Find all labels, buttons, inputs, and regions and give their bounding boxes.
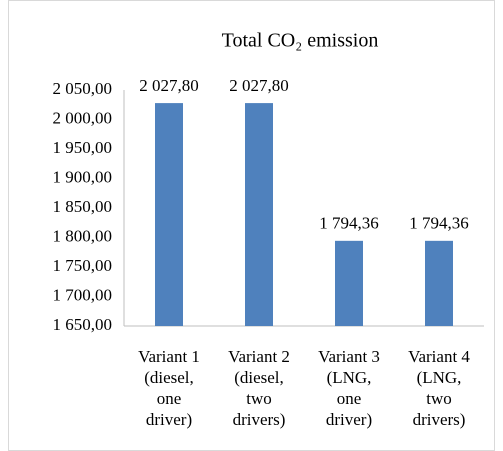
y-tick-label: 1 650,00	[53, 315, 113, 334]
y-tick-label: 2 000,00	[53, 108, 113, 127]
x-tick-label: Variant 3 (LNG, one driver)	[318, 347, 380, 429]
data-label: 2 027,80	[229, 76, 289, 95]
data-label: 2 027,80	[139, 76, 199, 95]
data-label: 1 794,36	[319, 214, 379, 233]
x-tick-label: Variant 2 (diesel, two drivers)	[228, 347, 290, 429]
x-tick-label: Variant 4 (LNG, two drivers)	[408, 347, 470, 429]
bar	[335, 240, 363, 326]
x-tick-label: Variant 1 (diesel, one driver)	[138, 347, 200, 429]
y-tick-label: 1 900,00	[53, 167, 113, 186]
y-tick-label: 2 050,00	[53, 79, 113, 98]
bar	[245, 103, 273, 327]
y-tick-label: 1 750,00	[53, 256, 113, 275]
y-tick-label: 1 700,00	[53, 285, 113, 304]
y-tick-label: 1 950,00	[53, 138, 113, 157]
chart-title: Total CO₂ emission	[222, 30, 379, 52]
y-tick-label: 1 800,00	[53, 226, 113, 245]
bar	[425, 240, 453, 326]
data-label: 1 794,36	[409, 214, 469, 233]
y-tick-label: 1 850,00	[53, 197, 113, 216]
bar	[155, 103, 183, 327]
